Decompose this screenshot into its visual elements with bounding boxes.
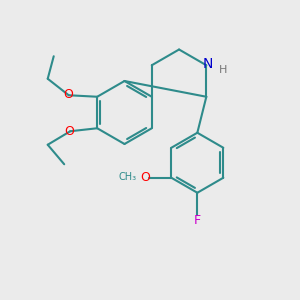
Text: CH₃: CH₃ (119, 172, 137, 182)
Text: O: O (65, 125, 75, 138)
Text: F: F (194, 214, 201, 227)
Text: H: H (219, 65, 227, 75)
Text: O: O (63, 88, 73, 101)
Text: N: N (203, 57, 213, 71)
Text: O: O (140, 171, 150, 184)
